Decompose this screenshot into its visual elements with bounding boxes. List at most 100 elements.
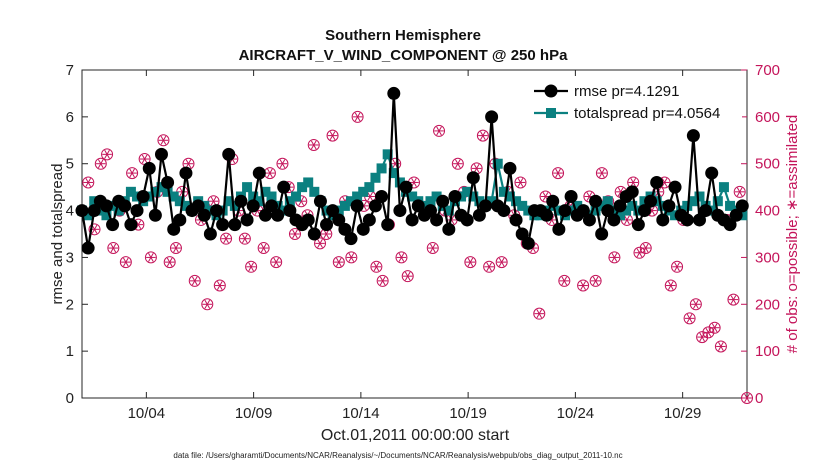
totalspread-point — [407, 191, 418, 202]
star-stroke — [97, 159, 104, 169]
rmse-point — [576, 204, 590, 218]
y2-tick-label: 700 — [755, 62, 780, 79]
rmse-point — [546, 194, 560, 208]
obs-assimilated-point — [377, 276, 388, 286]
obs-possible-point — [683, 312, 696, 325]
totalspread-point — [370, 172, 381, 183]
star-stroke — [411, 178, 417, 187]
obs-possible-point — [714, 340, 727, 353]
obs-assimilated-point — [371, 262, 382, 272]
rmse-point — [307, 227, 321, 241]
totalspread-point — [339, 200, 350, 211]
y-tick-label: 2 — [66, 296, 74, 313]
y2-tick-label: 300 — [755, 249, 780, 266]
obs-assimilated-point — [716, 342, 726, 351]
star-stroke — [630, 178, 637, 187]
rmse-point — [436, 194, 450, 208]
obs-possible-point — [169, 242, 182, 255]
obs-possible-point — [733, 185, 746, 198]
star-stroke — [517, 178, 524, 187]
obs-possible-point — [94, 157, 107, 170]
star-stroke — [467, 257, 474, 267]
data-file-footnote: data file: /Users/gharamti/Documents/NCA… — [173, 451, 622, 460]
totalspread-point — [242, 182, 253, 193]
star-stroke — [649, 206, 655, 215]
star-stroke — [373, 262, 380, 272]
obs-possible-point — [119, 256, 132, 269]
rmse-point — [265, 199, 279, 213]
totalspread-point — [162, 186, 173, 197]
rmse-point — [124, 218, 138, 232]
obs-assimilated-point — [691, 299, 701, 309]
rmse-point — [173, 213, 187, 227]
rmse-point — [362, 213, 376, 227]
star-stroke — [542, 192, 549, 201]
obs-assimilated-point — [277, 159, 288, 169]
obs-assimilated-point — [634, 248, 645, 258]
totalspread-point — [688, 196, 699, 207]
totalspread-point — [346, 196, 357, 207]
star-stroke — [379, 276, 386, 286]
totalspread-point — [394, 177, 405, 188]
x-tick-label: 10/09 — [235, 405, 273, 422]
obs-possible-point — [664, 279, 677, 292]
obs-assimilated-point — [95, 159, 106, 169]
totalspread-point — [303, 177, 314, 188]
obs-possible-point — [533, 307, 546, 320]
obs-possible-point — [144, 251, 157, 264]
obs-assimilated-point — [666, 281, 676, 290]
obs-assimilated-point — [703, 327, 714, 337]
obs-possible-point — [126, 167, 139, 180]
obs-assimilated-point — [308, 140, 319, 150]
totalspread-point — [352, 191, 363, 202]
totalspread-point — [694, 191, 705, 202]
star-stroke — [166, 257, 173, 267]
star-stroke — [223, 234, 229, 244]
y2-tick-label: 0 — [755, 390, 763, 407]
obs-assimilated-point — [127, 168, 137, 178]
totalspread-point — [125, 186, 136, 197]
star-stroke — [398, 253, 405, 262]
totalspread-point — [290, 191, 301, 202]
star-stroke — [110, 243, 117, 253]
obs-possible-point — [727, 293, 740, 306]
rmse-point — [338, 222, 352, 236]
obs-possible-point — [88, 223, 101, 236]
rmse-point — [118, 199, 132, 213]
rmse-point — [142, 161, 156, 175]
rmse-point — [589, 194, 603, 208]
obs-assimilated-point — [478, 131, 488, 141]
totalspread-point — [229, 200, 240, 211]
rmse-point — [729, 208, 743, 222]
rmse-point — [656, 213, 670, 227]
obs-possible-point — [101, 148, 114, 161]
obs-possible-point — [495, 256, 508, 269]
obs-possible-point — [639, 242, 652, 255]
totalspread-point — [254, 196, 265, 207]
obs-assimilated-point — [158, 135, 169, 145]
obs-possible-point — [245, 260, 258, 273]
rmse-point — [216, 218, 230, 232]
star-stroke — [210, 196, 217, 206]
totalspread-point — [223, 196, 234, 207]
obs-possible-point — [188, 274, 201, 287]
rmse-point — [99, 199, 113, 213]
obs-assimilated-point — [728, 295, 739, 305]
rmse-point — [277, 180, 291, 194]
rmse-point — [466, 171, 480, 185]
obs-possible-point — [514, 176, 527, 189]
star-stroke — [335, 257, 342, 267]
star-stroke — [699, 332, 705, 342]
rmse-point — [631, 218, 645, 232]
obs-possible-point — [332, 256, 345, 269]
obs-assimilated-point — [559, 276, 570, 286]
obs-possible-point — [689, 298, 702, 311]
rmse-point — [161, 175, 175, 189]
obs-assimilated-point — [427, 243, 438, 253]
totalspread-point — [425, 196, 436, 207]
star-stroke — [242, 234, 248, 244]
obs-possible-point — [257, 242, 270, 255]
obs-possible-point — [558, 274, 571, 287]
obs-assimilated-point — [402, 271, 413, 281]
